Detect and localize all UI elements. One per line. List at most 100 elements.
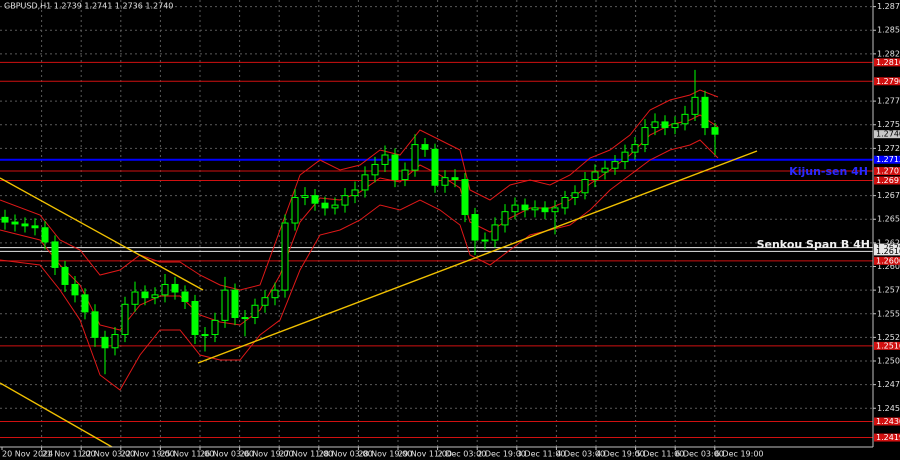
- candle-body: [511, 204, 519, 213]
- candle-body: [581, 179, 589, 194]
- candle-body: [271, 289, 279, 299]
- candle-body: [281, 222, 289, 291]
- candle-body: [311, 195, 319, 204]
- candle-body: [701, 96, 709, 129]
- candle-body: [181, 291, 189, 302]
- y-tick-label: 1.2475: [877, 380, 900, 389]
- candle-body: [351, 189, 359, 197]
- y-tick-label: 1.2775: [877, 97, 900, 106]
- x-tick-label: 4 Dec 03:00: [556, 450, 605, 459]
- candle-body: [201, 334, 209, 337]
- candle-body: [301, 195, 309, 199]
- candle-body: [521, 204, 529, 211]
- y-tick-label: 1.2825: [877, 49, 900, 58]
- price-tag: [874, 176, 900, 185]
- x-tick-label: 29 Nov 11:00: [398, 450, 452, 459]
- x-tick-label: 22 Nov 19:00: [121, 450, 175, 459]
- candle-body: [491, 224, 499, 241]
- candle-body: [371, 163, 379, 176]
- candle-body: [601, 167, 609, 173]
- candle-body: [381, 154, 389, 165]
- candle-body: [51, 241, 59, 268]
- price-tag: [874, 247, 900, 256]
- x-tick-label: 20 Nov 2024: [2, 450, 53, 459]
- y-tick-label: 1.2650: [877, 215, 900, 224]
- grid: [0, 0, 873, 447]
- candle-body: [111, 334, 119, 349]
- price-tag: [874, 77, 900, 86]
- x-tick-label: 3 Dec 11:00: [517, 450, 566, 459]
- y-tick-label: 1.2575: [877, 286, 900, 295]
- candle-body: [631, 144, 639, 153]
- y-tick-label: 1.2525: [877, 333, 900, 342]
- y-tick-label: 1.2600: [877, 262, 900, 271]
- candle-body: [531, 207, 539, 211]
- price-tag-label: 1.2816: [876, 58, 900, 67]
- y-tick-label: 1.2675: [877, 191, 900, 200]
- candle-body: [441, 177, 449, 186]
- price-tag: [874, 155, 900, 164]
- y-tick-label: 1.2750: [877, 120, 900, 129]
- candle-body: [611, 161, 619, 169]
- candle-body: [251, 304, 259, 319]
- candle-body: [101, 336, 109, 349]
- y-tick-label: 1.2550: [877, 309, 900, 318]
- candle-body: [501, 211, 509, 226]
- candle-body: [91, 311, 99, 338]
- candle-body: [221, 289, 229, 321]
- price-tag: [874, 256, 900, 265]
- trend-line: [0, 177, 204, 291]
- candle-body: [421, 144, 429, 150]
- annotation: Senkou Span B 4H: [757, 238, 870, 251]
- candle-body: [391, 154, 399, 181]
- candle-body: [171, 283, 179, 293]
- candle-body: [291, 197, 299, 224]
- price-tag-label: 1.2796: [876, 77, 900, 86]
- price-tag: [874, 58, 900, 67]
- candle-body: [31, 225, 39, 229]
- candle-body: [11, 221, 19, 225]
- candle-body: [461, 179, 469, 216]
- candle-body: [211, 319, 219, 336]
- candle-body: [191, 300, 199, 336]
- candle-body: [401, 169, 409, 181]
- candle-body: [551, 207, 559, 213]
- candle-body: [671, 123, 679, 129]
- x-tick-label: 26 Nov 19:00: [240, 450, 294, 459]
- candle-body: [471, 214, 479, 241]
- candles: [1, 69, 719, 375]
- candle-body: [361, 174, 369, 191]
- x-tick-label: 4 Dec 19:00: [596, 450, 645, 459]
- candle-body: [261, 297, 269, 306]
- x-tick-label: 5 Dec 11:00: [636, 450, 685, 459]
- middle-band: [0, 114, 719, 331]
- x-tick-label: 6 Dec 19:00: [715, 450, 764, 459]
- candle-body: [331, 204, 339, 209]
- candle-body: [1, 216, 9, 223]
- candle-body: [661, 121, 669, 129]
- chart-title: GBPUSD,H1 1.2739 1.2741 1.2736 1.2740: [4, 2, 173, 11]
- price-tag: [874, 341, 900, 350]
- candle-body: [641, 127, 649, 146]
- current-price-tag: [874, 130, 900, 139]
- x-tick-label: 21 Nov 11:00: [42, 450, 96, 459]
- x-tick-label: 22 Nov 03:00: [81, 450, 135, 459]
- y-tick-label: 1.2450: [877, 404, 900, 413]
- x-tick-label: 6 Dec 03:00: [675, 450, 724, 459]
- y-tick-label: 1.2500: [877, 357, 900, 366]
- candle-body: [691, 96, 699, 115]
- candle-body: [131, 291, 139, 305]
- price-tag: [874, 433, 900, 442]
- price-tag-label: 1.2436: [876, 417, 900, 426]
- candle-body: [241, 317, 249, 320]
- candle-body: [61, 266, 69, 285]
- price-tag-label: 1.2419: [876, 433, 900, 442]
- trend-line: [197, 150, 758, 364]
- y-tick-label: 1.2725: [877, 144, 900, 153]
- candle-body: [651, 121, 659, 129]
- candle-body: [121, 303, 129, 336]
- trend-line: [0, 382, 113, 448]
- candle-body: [411, 144, 419, 171]
